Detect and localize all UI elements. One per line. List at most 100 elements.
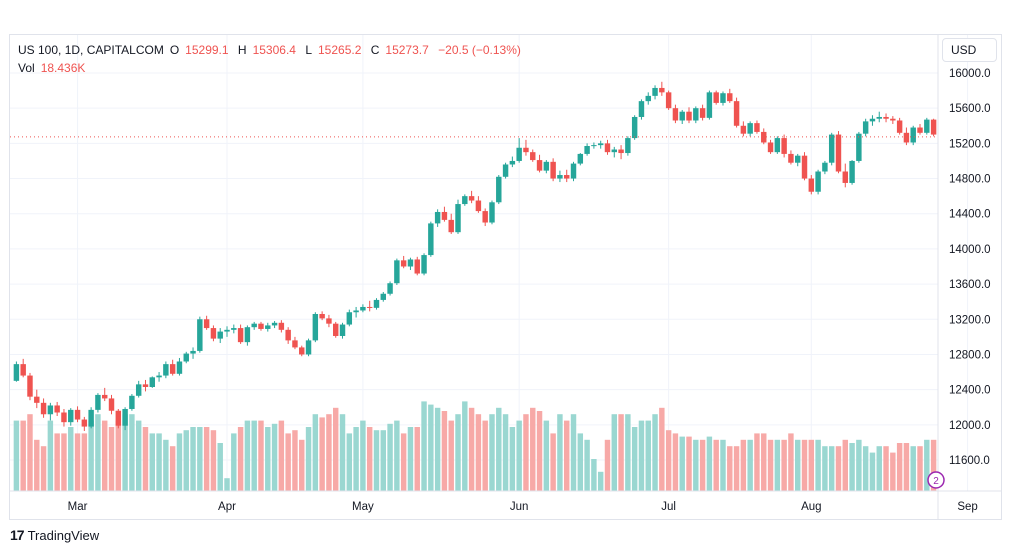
candle-body bbox=[822, 162, 828, 172]
candle-body bbox=[462, 196, 468, 205]
candle-body bbox=[353, 310, 359, 313]
volume-bar bbox=[482, 420, 488, 491]
volume-bar bbox=[380, 430, 386, 491]
candle-body bbox=[421, 255, 427, 274]
volume-bar bbox=[652, 414, 658, 491]
open-value: 15299.1 bbox=[185, 43, 229, 57]
volume-bar bbox=[312, 414, 319, 491]
candle-body bbox=[842, 171, 848, 183]
candle-body bbox=[210, 328, 217, 339]
candle-body bbox=[74, 409, 81, 420]
volume-bar bbox=[115, 420, 122, 491]
time-tick-label: Jun bbox=[510, 501, 529, 513]
candle-body bbox=[536, 160, 543, 171]
candle-body bbox=[176, 361, 183, 374]
price-axis[interactable]: 16000.0 15600.0 15200.0 14800.0 14400.0 14000… bbox=[949, 68, 991, 467]
volume-bar bbox=[305, 427, 312, 491]
volume-bar bbox=[88, 420, 94, 491]
volume-bar bbox=[706, 436, 713, 491]
volume-label: Vol bbox=[18, 61, 35, 75]
time-tick-label: Apr bbox=[218, 501, 236, 513]
candle-body bbox=[407, 259, 414, 267]
candle-body bbox=[231, 328, 237, 330]
currency-button[interactable]: USD bbox=[942, 38, 997, 62]
tradingview-footer[interactable]: 17 TradingView bbox=[10, 527, 99, 543]
volume-bar bbox=[699, 439, 706, 491]
candle-body bbox=[618, 149, 624, 154]
time-axis[interactable]: Mar Apr May Jun Jul Aug Sep bbox=[68, 501, 978, 513]
open-label: O bbox=[169, 43, 180, 57]
volume-bar bbox=[346, 433, 353, 491]
volume-bar bbox=[910, 446, 916, 491]
volume-bar bbox=[924, 439, 930, 491]
badge-icon[interactable]: 2 bbox=[927, 471, 945, 489]
volume-bar bbox=[896, 443, 903, 491]
volume-bar bbox=[333, 407, 339, 491]
high-value: 15306.4 bbox=[252, 43, 296, 57]
time-tick-label: Sep bbox=[957, 501, 977, 513]
volume-bar bbox=[584, 439, 590, 491]
volume-bar bbox=[767, 439, 774, 491]
candle-body bbox=[774, 138, 781, 153]
candle-body bbox=[910, 127, 916, 143]
candle-body bbox=[699, 108, 706, 118]
volume-bar bbox=[597, 471, 604, 491]
volume-bar bbox=[645, 420, 651, 491]
candle-body bbox=[489, 202, 495, 223]
candle-body bbox=[95, 394, 101, 410]
high-label: H bbox=[237, 43, 247, 57]
candle-body bbox=[693, 108, 699, 121]
volume-bar bbox=[550, 433, 556, 491]
candle-body bbox=[509, 160, 516, 165]
candle-body bbox=[285, 329, 291, 341]
volume-bar bbox=[74, 433, 81, 491]
candle-body bbox=[61, 412, 67, 423]
volume-bar bbox=[448, 420, 454, 491]
volume-bar bbox=[903, 443, 910, 491]
candle-body bbox=[40, 402, 47, 415]
candle-body bbox=[924, 119, 930, 133]
candle-body bbox=[68, 409, 74, 423]
candle-body bbox=[47, 405, 54, 415]
candle-body bbox=[523, 147, 529, 153]
tradingview-brand: TradingView bbox=[27, 527, 100, 543]
candle-body bbox=[387, 283, 393, 294]
candle-body bbox=[659, 87, 665, 93]
candle-body bbox=[543, 161, 550, 171]
time-tick-label: Aug bbox=[801, 501, 821, 513]
volume-bar bbox=[611, 414, 617, 491]
candle-body bbox=[747, 123, 753, 134]
candle-body bbox=[13, 364, 20, 381]
candle-body bbox=[557, 175, 563, 179]
candle-body bbox=[339, 324, 346, 336]
symbol-name[interactable]: US 100, 1D, CAPITALCOM bbox=[18, 43, 164, 57]
candle-body bbox=[761, 131, 767, 143]
volume-bar bbox=[849, 443, 855, 491]
price-tick-label: 15200.0 bbox=[949, 138, 991, 150]
volume-bar bbox=[163, 439, 169, 491]
volume-bar bbox=[265, 427, 271, 491]
close-value: 15273.7 bbox=[385, 43, 429, 57]
volume-bar bbox=[434, 407, 441, 491]
volume-bar bbox=[319, 417, 325, 491]
candle-body bbox=[564, 175, 570, 179]
volume-bar bbox=[271, 423, 278, 491]
candle-body bbox=[183, 353, 189, 362]
candle-body bbox=[740, 125, 747, 134]
volume-bar bbox=[156, 433, 162, 491]
candle-body bbox=[631, 116, 638, 139]
candle-body bbox=[428, 223, 434, 256]
candle-body bbox=[142, 384, 149, 387]
volume-bar bbox=[135, 420, 142, 491]
candle-body bbox=[577, 153, 584, 164]
volume-bar bbox=[285, 433, 291, 491]
price-tick-label: 14000.0 bbox=[949, 244, 991, 256]
volume-bar bbox=[774, 439, 781, 491]
candle-body bbox=[88, 409, 94, 427]
volume-bar bbox=[400, 433, 407, 491]
volume-bar bbox=[142, 427, 149, 491]
volume-bar bbox=[299, 439, 305, 491]
candle-body bbox=[896, 120, 903, 133]
candle-body bbox=[835, 134, 842, 172]
